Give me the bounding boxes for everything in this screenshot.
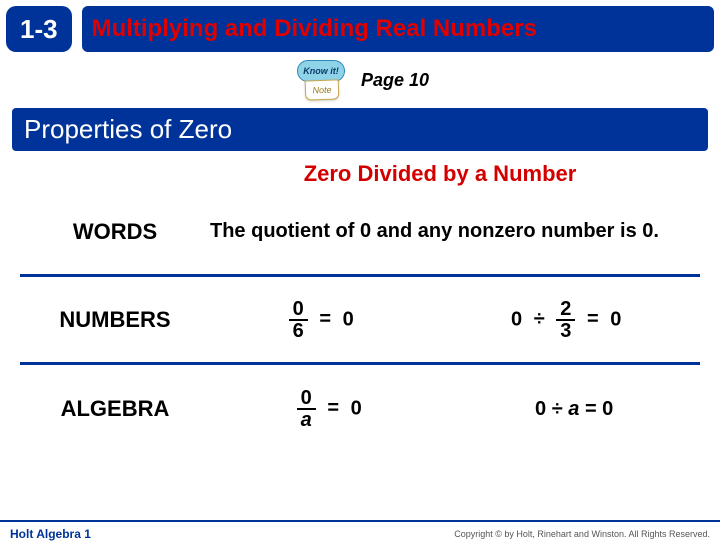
words-text: The quotient of 0 and any nonzero number… — [210, 219, 659, 244]
numbers-example-1: 0 6 = 0 — [289, 299, 354, 341]
table-row-algebra: ALGEBRA 0 a = 0 0 ÷ a = 0 — [20, 365, 700, 453]
fraction-num: 0 — [289, 299, 308, 319]
fraction-num: 0 — [297, 388, 316, 408]
lesson-title-bar: Multiplying and Dividing Real Numbers — [82, 6, 714, 52]
note-row: Know it! Note Page 10 — [0, 52, 720, 108]
table-row-words: WORDS The quotient of 0 and any nonzero … — [20, 189, 700, 277]
row-content-numbers: 0 6 = 0 0 ÷ 2 3 = 0 — [210, 299, 700, 341]
numbers-example-2: 0 ÷ 2 3 = 0 — [511, 299, 621, 341]
algebra-example-1: 0 a = 0 — [297, 388, 362, 430]
row-content-algebra: 0 a = 0 0 ÷ a = 0 — [210, 388, 700, 430]
algebra-example-2: 0 ÷ a = 0 — [535, 398, 613, 421]
lesson-header: 1-3 Multiplying and Dividing Real Number… — [6, 6, 714, 52]
knowit-icon: Know it! Note — [291, 60, 351, 100]
result: 0 — [343, 308, 354, 330]
fraction: 0 a — [297, 388, 316, 430]
section-title: Properties of Zero — [24, 114, 232, 144]
equals: = — [587, 308, 599, 330]
fraction: 0 6 — [289, 299, 308, 341]
row-label-words: WORDS — [20, 219, 210, 245]
row-content-words: The quotient of 0 and any nonzero number… — [210, 219, 700, 244]
equals: = — [327, 397, 339, 419]
row-label-numbers: NUMBERS — [20, 307, 210, 333]
table-row-numbers: NUMBERS 0 6 = 0 0 ÷ 2 3 = 0 — [20, 277, 700, 365]
fraction-den: 6 — [289, 319, 308, 341]
result: 0 — [351, 397, 362, 419]
lesson-number-badge: 1-3 — [6, 6, 72, 52]
properties-table: Zero Divided by a Number WORDS The quoti… — [20, 161, 700, 453]
divide-op: ÷ — [534, 308, 545, 330]
row-label-algebra: ALGEBRA — [20, 396, 210, 422]
fraction: 2 3 — [556, 299, 575, 341]
footer: Holt Algebra 1 Copyright © by Holt, Rine… — [0, 520, 720, 546]
equals: = — [319, 308, 331, 330]
lesson-title: Multiplying and Dividing Real Numbers — [92, 15, 537, 43]
fraction-den: a — [297, 408, 316, 430]
footer-book-title: Holt Algebra 1 — [10, 527, 91, 541]
lesson-number: 1-3 — [20, 14, 58, 45]
result: 0 — [610, 308, 621, 330]
subheading: Zero Divided by a Number — [20, 161, 700, 187]
knowit-note-tag: Note — [305, 79, 340, 100]
page-number: Page 10 — [361, 70, 429, 91]
section-title-bar: Properties of Zero — [12, 108, 708, 151]
fraction-num: 2 — [556, 299, 575, 319]
left-operand: 0 — [511, 308, 522, 330]
footer-copyright: Copyright © by Holt, Rinehart and Winsto… — [454, 529, 710, 539]
fraction-den: 3 — [556, 319, 575, 341]
